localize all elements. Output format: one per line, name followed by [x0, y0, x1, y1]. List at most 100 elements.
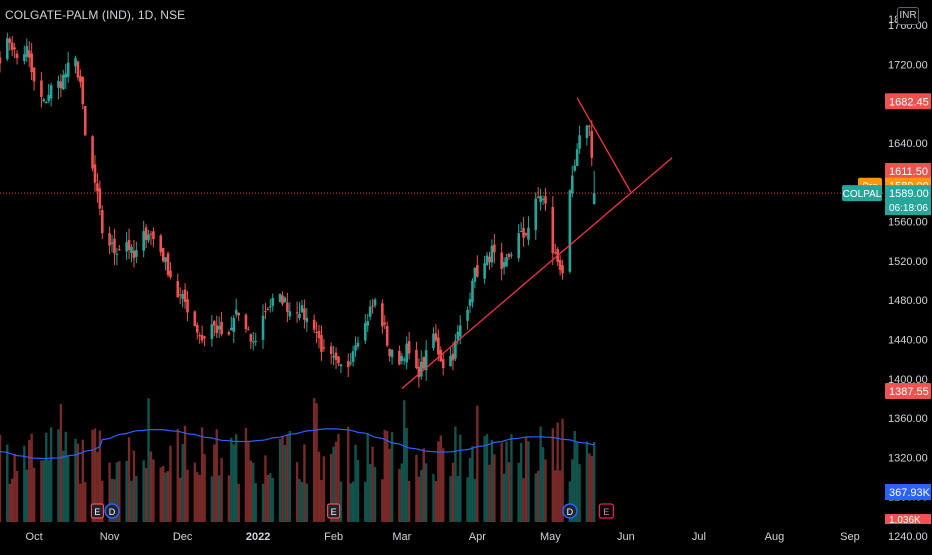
candle	[371, 298, 374, 314]
candle-body	[91, 136, 94, 169]
volume-bar	[312, 398, 316, 522]
candle	[471, 278, 474, 308]
candle	[249, 333, 253, 349]
candle	[312, 314, 316, 334]
candle	[451, 342, 455, 371]
volume-bar	[536, 470, 540, 522]
candle-body	[169, 270, 172, 278]
symbol-title: COLGATE-PALM (IND), 1D, NSE	[5, 8, 186, 22]
candle	[295, 301, 299, 323]
candle	[181, 290, 184, 308]
candle-body	[405, 343, 408, 363]
volume-bar	[183, 425, 187, 522]
volume-bar	[371, 446, 374, 522]
volume-bar	[383, 429, 386, 522]
candle-body	[237, 312, 240, 316]
candle	[130, 244, 133, 263]
volume-bar	[210, 476, 214, 522]
x-tick-label: Sep	[840, 531, 860, 543]
time-scale: Oct Nov Dec 2022 Feb Mar Apr May Jun Jul Aug Sep	[26, 531, 860, 543]
candle-body	[178, 294, 182, 296]
candle	[93, 155, 97, 192]
trendlines	[401, 97, 673, 390]
candle	[500, 242, 503, 281]
volume-bar	[541, 447, 545, 522]
candle-body	[381, 303, 384, 327]
low-price-tag-text: 1387.55	[889, 386, 929, 398]
candle-body	[485, 255, 489, 266]
candle-body	[251, 341, 255, 343]
candle	[6, 32, 9, 62]
candle-body	[118, 249, 121, 251]
last-price-tag	[885, 185, 931, 216]
candle	[281, 291, 284, 306]
candle-body	[456, 331, 460, 340]
volume-bar	[551, 428, 554, 522]
candle-body	[441, 359, 445, 369]
candle	[334, 347, 338, 370]
volume-bar	[351, 481, 355, 522]
y-tick-label: 1560.00	[888, 217, 928, 229]
candle-body	[400, 356, 404, 362]
candle	[110, 235, 114, 253]
candle-body	[108, 233, 111, 246]
candle	[178, 287, 182, 305]
volume-bar	[74, 439, 77, 522]
candle	[59, 73, 63, 98]
volume-bar	[66, 455, 70, 522]
candle	[76, 60, 80, 81]
currency-button[interactable]: INR	[897, 7, 919, 25]
volume-bar	[232, 444, 235, 522]
candle-body	[183, 289, 187, 302]
candle-body	[76, 61, 80, 78]
volume-bar	[217, 475, 221, 522]
volume-bar	[415, 454, 418, 522]
candle	[305, 307, 309, 332]
earnings-marker	[90, 503, 105, 519]
volume-bar	[101, 480, 104, 522]
candle	[25, 38, 29, 62]
resistance-trendline	[576, 97, 632, 193]
candle-body	[320, 335, 323, 352]
volume-bar	[303, 444, 306, 522]
volume-bottom-text: 1.036K	[889, 515, 921, 526]
candle-body	[220, 322, 223, 335]
y-tick-label: 1480.00	[888, 295, 928, 307]
candle-body	[62, 74, 65, 90]
candle-body	[135, 250, 138, 257]
candle-body	[417, 366, 421, 378]
volume-bar	[386, 430, 389, 522]
volume-bar	[271, 478, 274, 522]
volume-bar	[254, 483, 257, 522]
candle	[544, 188, 547, 212]
candle-body	[130, 247, 133, 253]
x-tick-label: Apr	[469, 531, 486, 543]
candle	[32, 67, 36, 91]
volume-bar	[200, 427, 204, 522]
dividend-marker-letter: D	[567, 507, 574, 517]
candle	[161, 247, 165, 263]
volume-bar	[432, 473, 435, 522]
candle	[8, 36, 12, 51]
volume-bar	[466, 477, 469, 522]
candle-body	[553, 252, 557, 254]
candle	[125, 231, 128, 260]
candle	[332, 345, 335, 366]
candle	[575, 143, 579, 167]
volume-bar	[25, 469, 28, 522]
candle	[422, 356, 426, 370]
candle-body	[332, 355, 335, 358]
candle	[407, 331, 411, 360]
y-tick-label: 1640.00	[888, 138, 928, 150]
volume-bar	[437, 441, 440, 522]
volume-bar	[45, 432, 48, 522]
candle-body	[346, 361, 350, 368]
candle-body	[371, 305, 374, 307]
volume-bar	[295, 462, 299, 522]
candle	[366, 313, 370, 333]
candle-body	[295, 312, 299, 314]
candle-body	[93, 164, 97, 183]
